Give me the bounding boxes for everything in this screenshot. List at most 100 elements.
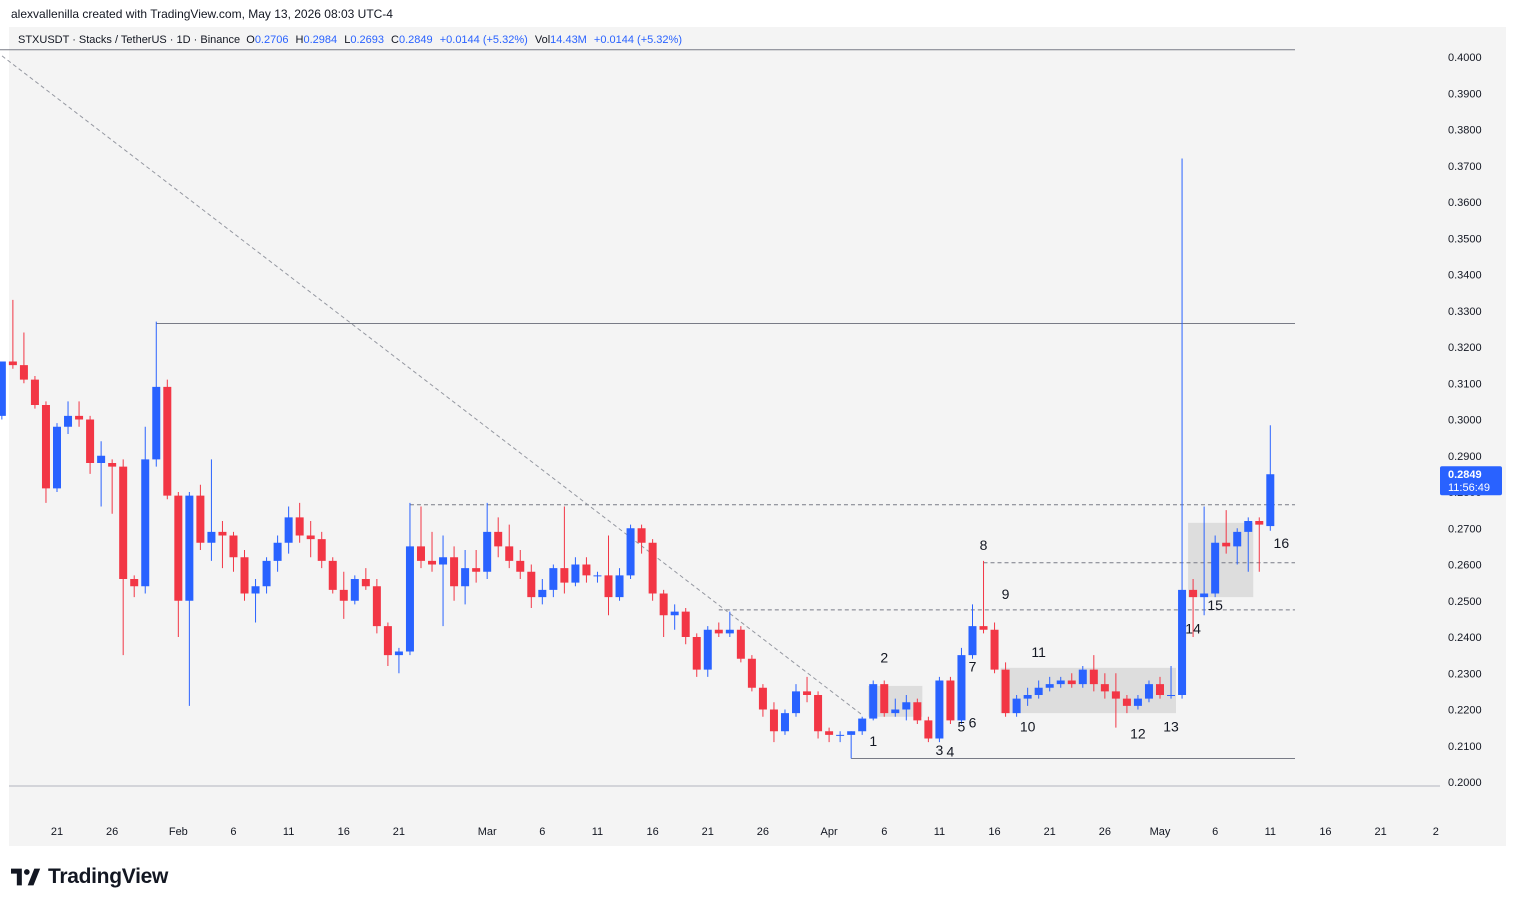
candle-body[interactable] xyxy=(836,734,845,736)
candle-body[interactable] xyxy=(461,568,470,587)
candle-body[interactable] xyxy=(792,691,801,714)
candle-body[interactable] xyxy=(814,695,823,732)
candle-body[interactable] xyxy=(1034,687,1043,695)
candle-body[interactable] xyxy=(1189,589,1198,598)
candle-body[interactable] xyxy=(924,720,933,739)
legend-symbol[interactable]: STXUSDT xyxy=(18,34,70,46)
candle-body[interactable] xyxy=(64,415,73,427)
candle-body[interactable] xyxy=(1056,680,1065,685)
candle-body[interactable] xyxy=(913,702,922,721)
candle-body[interactable] xyxy=(53,426,61,489)
candle-body[interactable] xyxy=(19,365,28,380)
candle-body[interactable] xyxy=(30,379,39,405)
candle-body[interactable] xyxy=(1023,695,1032,699)
candle-body[interactable] xyxy=(119,466,128,579)
candle-body[interactable] xyxy=(571,564,580,583)
candle-body[interactable] xyxy=(979,626,988,630)
candle-body[interactable] xyxy=(1200,593,1209,598)
candle-body[interactable] xyxy=(1133,698,1142,706)
candle-body[interactable] xyxy=(825,731,834,735)
candle-body[interactable] xyxy=(394,651,403,656)
candle-body[interactable] xyxy=(306,535,315,540)
candle-body[interactable] xyxy=(747,658,756,688)
candle-body[interactable] xyxy=(163,386,172,496)
candle-body[interactable] xyxy=(1122,698,1131,706)
candle-body[interactable] xyxy=(339,589,348,601)
tradingview-brand[interactable]: TradingView xyxy=(11,864,168,890)
candle-body[interactable] xyxy=(847,731,856,735)
candle-body[interactable] xyxy=(185,495,194,601)
candle-body[interactable] xyxy=(207,531,216,543)
candle-body[interactable] xyxy=(450,557,459,587)
candle-body[interactable] xyxy=(284,517,293,543)
candle-body[interactable] xyxy=(1244,521,1253,532)
candle-body[interactable] xyxy=(516,560,525,572)
candle-body[interactable] xyxy=(869,684,878,719)
candle-body[interactable] xyxy=(273,542,282,561)
candle-body[interactable] xyxy=(1156,684,1164,695)
candle-body[interactable] xyxy=(637,528,646,543)
candle-body[interactable] xyxy=(405,546,414,652)
candle-body[interactable] xyxy=(141,459,150,587)
candle-body[interactable] xyxy=(439,557,448,565)
candle-body[interactable] xyxy=(1233,531,1242,547)
candle-body[interactable] xyxy=(229,535,238,558)
candle-body[interactable] xyxy=(1067,680,1076,685)
candle-body[interactable] xyxy=(483,531,492,572)
candle-body[interactable] xyxy=(1167,695,1176,696)
candle-body[interactable] xyxy=(670,611,679,616)
candle-body[interactable] xyxy=(383,626,392,656)
candle-body[interactable] xyxy=(130,579,139,587)
candle-body[interactable] xyxy=(317,539,326,561)
candle-body[interactable] xyxy=(1255,521,1264,525)
candle-body[interactable] xyxy=(41,405,50,489)
candle-body[interactable] xyxy=(968,626,977,656)
candle-body[interactable] xyxy=(626,528,635,576)
candle-body[interactable] xyxy=(725,629,734,634)
candle-body[interactable] xyxy=(703,629,712,670)
candle-body[interactable] xyxy=(8,361,17,366)
candle-body[interactable] xyxy=(891,709,900,714)
candle-body[interactable] xyxy=(108,463,117,467)
candle-body[interactable] xyxy=(1178,589,1187,695)
candle-body[interactable] xyxy=(1012,698,1021,714)
candle-body[interactable] xyxy=(957,655,966,721)
candle-body[interactable] xyxy=(880,684,889,714)
candle-body[interactable] xyxy=(648,542,657,594)
candle-body[interactable] xyxy=(990,629,999,670)
candle-body[interactable] xyxy=(1222,542,1231,547)
candle-body[interactable] xyxy=(86,419,95,464)
candle-body[interactable] xyxy=(196,495,205,543)
candle-body[interactable] xyxy=(1100,684,1109,692)
candle-body[interactable] xyxy=(174,495,183,601)
candle-body[interactable] xyxy=(736,629,745,659)
candle-body[interactable] xyxy=(769,709,778,732)
candle-body[interactable] xyxy=(946,680,955,721)
candle-body[interactable] xyxy=(1078,669,1087,685)
candle-body[interactable] xyxy=(505,546,514,561)
candle-body[interactable] xyxy=(1266,474,1275,527)
candle-body[interactable] xyxy=(549,568,558,590)
candle-body[interactable] xyxy=(1001,669,1010,714)
candle-body[interactable] xyxy=(681,611,690,637)
candle-body[interactable] xyxy=(659,593,668,616)
candle-body[interactable] xyxy=(858,718,867,732)
candle-body[interactable] xyxy=(527,571,536,598)
candle-body[interactable] xyxy=(328,560,337,590)
candle-body[interactable] xyxy=(582,564,591,576)
candle-body[interactable] xyxy=(935,680,944,739)
candle-body[interactable] xyxy=(780,713,789,732)
candle-body[interactable] xyxy=(902,702,911,710)
candle-body[interactable] xyxy=(295,517,304,536)
candle-body[interactable] xyxy=(0,361,6,416)
candle-body[interactable] xyxy=(560,568,569,583)
candle-body[interactable] xyxy=(1144,684,1153,699)
candle-body[interactable] xyxy=(251,586,260,594)
candle-body[interactable] xyxy=(1111,691,1120,699)
candle-body[interactable] xyxy=(714,629,723,634)
candle-body[interactable] xyxy=(538,589,547,598)
candle-body[interactable] xyxy=(593,575,602,577)
candle-body[interactable] xyxy=(604,575,613,598)
candle-body[interactable] xyxy=(428,560,437,565)
